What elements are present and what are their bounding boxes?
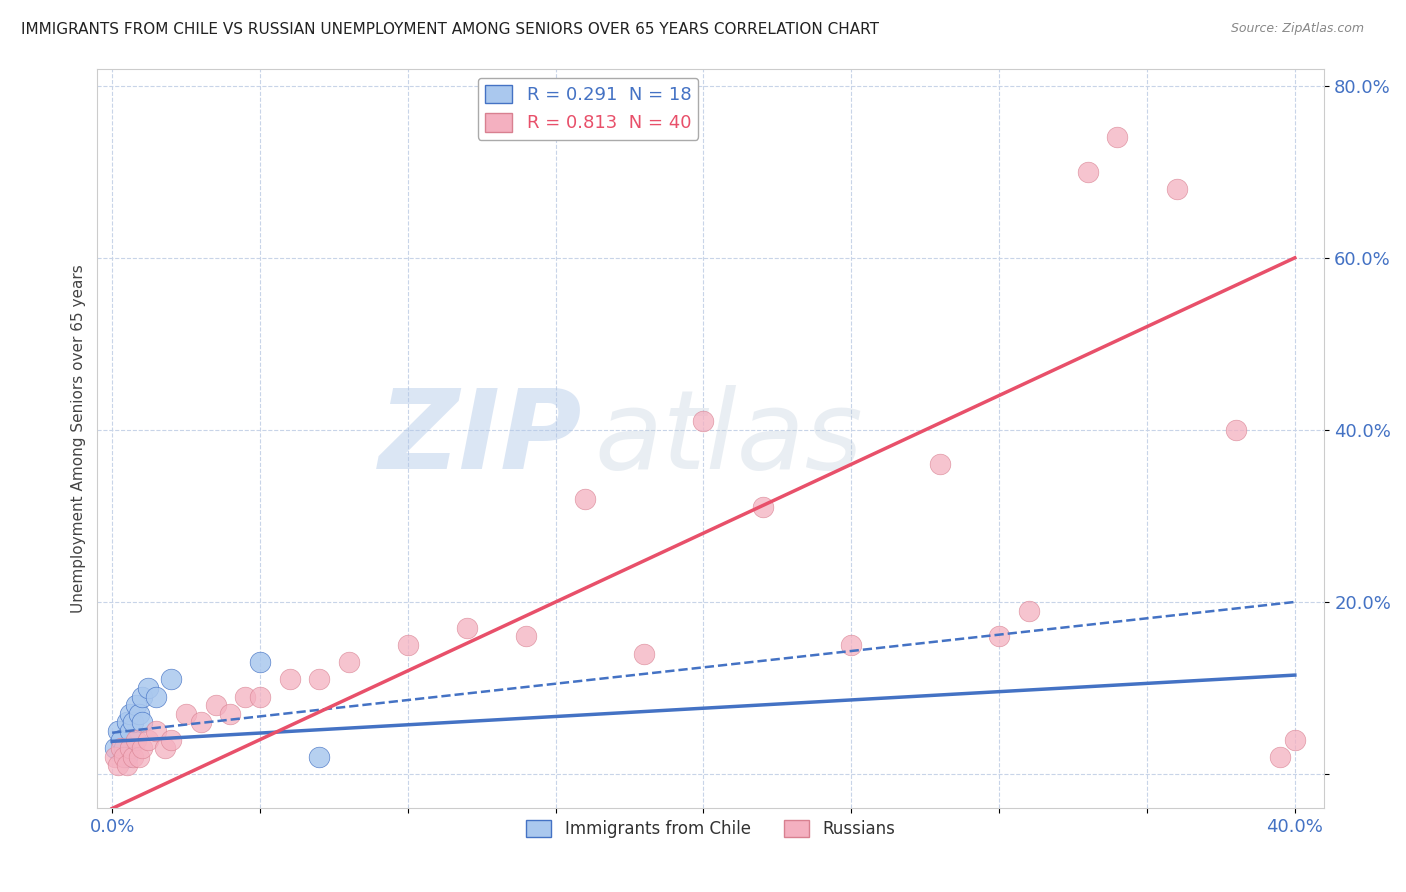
Point <box>1018 603 1040 617</box>
Point <box>118 706 141 721</box>
Point <box>396 638 419 652</box>
Point <box>308 673 330 687</box>
Point <box>190 715 212 730</box>
Point <box>112 741 135 756</box>
Point <box>115 749 138 764</box>
Legend: Immigrants from Chile, Russians: Immigrants from Chile, Russians <box>520 813 903 845</box>
Point <box>1077 165 1099 179</box>
Point <box>155 741 177 756</box>
Point <box>110 741 132 756</box>
Text: ZIP: ZIP <box>378 385 582 492</box>
Point <box>136 732 159 747</box>
Point <box>115 758 138 772</box>
Point <box>104 741 127 756</box>
Point <box>121 749 143 764</box>
Point <box>1107 130 1129 145</box>
Point <box>988 629 1011 643</box>
Point <box>131 690 153 704</box>
Point <box>118 724 141 739</box>
Point <box>131 741 153 756</box>
Point <box>107 724 129 739</box>
Point <box>104 749 127 764</box>
Point <box>160 673 183 687</box>
Point <box>136 681 159 695</box>
Point <box>128 706 150 721</box>
Point <box>219 706 242 721</box>
Text: atlas: atlas <box>595 385 863 492</box>
Point <box>1166 182 1188 196</box>
Point <box>110 732 132 747</box>
Point <box>121 715 143 730</box>
Point <box>308 749 330 764</box>
Point <box>125 698 148 713</box>
Text: Source: ZipAtlas.com: Source: ZipAtlas.com <box>1230 22 1364 36</box>
Point <box>174 706 197 721</box>
Text: IMMIGRANTS FROM CHILE VS RUSSIAN UNEMPLOYMENT AMONG SENIORS OVER 65 YEARS CORREL: IMMIGRANTS FROM CHILE VS RUSSIAN UNEMPLO… <box>21 22 879 37</box>
Point <box>112 749 135 764</box>
Point <box>1225 423 1247 437</box>
Point <box>145 724 167 739</box>
Point <box>233 690 256 704</box>
Point <box>1284 732 1306 747</box>
Point <box>107 758 129 772</box>
Point <box>131 715 153 730</box>
Point <box>128 749 150 764</box>
Point <box>145 690 167 704</box>
Point <box>692 414 714 428</box>
Point <box>278 673 301 687</box>
Point <box>249 655 271 669</box>
Point <box>118 741 141 756</box>
Point <box>160 732 183 747</box>
Point <box>574 491 596 506</box>
Point <box>515 629 537 643</box>
Point <box>204 698 226 713</box>
Point <box>337 655 360 669</box>
Point <box>633 647 655 661</box>
Point <box>929 458 952 472</box>
Point <box>751 500 773 515</box>
Point <box>125 732 148 747</box>
Point <box>1268 749 1291 764</box>
Point <box>115 715 138 730</box>
Point <box>249 690 271 704</box>
Y-axis label: Unemployment Among Seniors over 65 years: Unemployment Among Seniors over 65 years <box>72 264 86 613</box>
Point <box>839 638 862 652</box>
Point <box>456 621 478 635</box>
